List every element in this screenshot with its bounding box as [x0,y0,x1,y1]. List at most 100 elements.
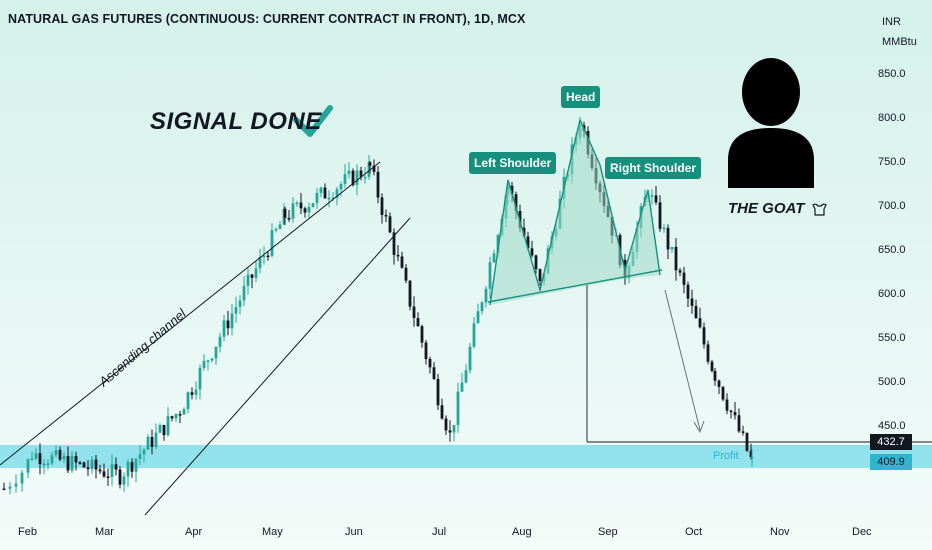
x-tick-label: Aug [512,526,532,538]
candle-body [319,187,323,193]
candle-body [682,272,686,285]
candle-body [452,424,456,433]
candle-body [733,412,737,416]
candle-body [690,298,694,306]
projection-arrow-head [693,420,705,434]
candle-body [355,170,359,186]
candle-body [98,469,102,472]
candle-body [496,235,500,254]
x-tick-label: May [262,526,283,538]
candle-body [488,262,492,289]
candle-body [331,197,335,200]
candle-body [158,425,162,433]
candle-body [186,392,190,410]
candle-body [472,323,476,347]
candle-body [226,320,230,329]
candle-body [54,449,58,456]
currency-label: INR [882,16,901,28]
candle-body [182,409,186,415]
y-tick-label: 750.0 [878,156,906,168]
candle-body [254,268,258,278]
candle-body [729,410,733,413]
profit-label: Profit [713,450,739,462]
candle-body [436,379,440,406]
candle-body [737,415,741,432]
candle-body [20,472,24,484]
candle-body [408,280,412,307]
channel-lower-line [144,217,411,516]
candle-body [526,236,530,249]
y-tick-label: 800.0 [878,112,906,124]
candle-body [238,300,242,307]
candle-body [468,346,472,371]
candle-body [424,342,428,359]
signal-done-text: SIGNAL DONE [150,108,322,135]
candle-body [278,224,282,229]
candle-body [74,455,78,463]
candle-body [530,248,534,256]
candle-body [710,361,714,371]
currency-unit: INR MMBtu [882,12,917,52]
candle-body [460,382,464,392]
candle-body [678,270,682,273]
x-tick-label: Jun [345,526,363,538]
candle-body [126,462,130,477]
candle-body [142,449,146,455]
candle-body [150,436,154,447]
candle-body [222,320,226,337]
y-tick-label: 650.0 [878,244,906,256]
candle-body [230,313,234,329]
candle-body [323,187,327,199]
candle-body [2,488,6,491]
candle-body [396,254,400,257]
candle-body [721,386,725,400]
candle-body [432,367,436,380]
candle-body [190,392,194,395]
candle-body [725,399,729,411]
candle-body [522,227,526,237]
candle-body [456,391,460,425]
candle-body [274,228,278,231]
candle-body [138,454,142,459]
candle-body [380,197,384,215]
candle-body [717,380,721,387]
y-tick-label: 700.0 [878,200,906,212]
left-shoulder-label: Left Shoulder [469,152,557,174]
candle-body [480,302,484,312]
hs-pattern-fill [490,120,660,305]
candle-body [368,162,372,166]
candle-body [749,450,753,458]
channel-upper-line [0,161,381,466]
candle-body [30,458,34,461]
candle-body [741,431,745,433]
candle-body [670,246,674,250]
candle-body [335,189,339,198]
candle-body [339,184,343,190]
candle-body [376,171,380,198]
candle-body [400,256,404,268]
hs-pattern-outline [489,117,661,306]
x-tick-label: Mar [95,526,114,538]
candle-body [82,462,86,468]
candle-body [130,462,134,472]
x-tick-label: Apr [185,526,203,538]
candle-body [363,176,367,179]
neckline [487,269,663,303]
candle-body [78,462,82,464]
candle-body [202,360,206,368]
candle-body [702,327,706,345]
bull-icon [812,203,827,216]
candle-body [367,162,371,177]
candle-body [514,194,518,211]
candle-body [347,170,351,175]
candle-body [343,174,347,185]
candle-body [90,459,94,470]
candle-body [538,269,542,282]
candle-body [8,486,12,489]
candle-body [713,370,717,381]
candle-body [448,430,452,433]
candle-body [464,370,468,383]
candle-body [654,195,658,203]
